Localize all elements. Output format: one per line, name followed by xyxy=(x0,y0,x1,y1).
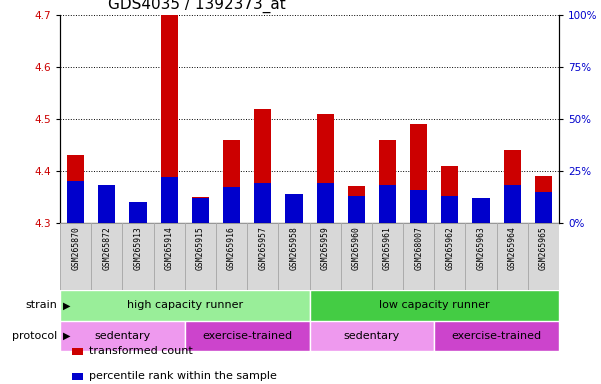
Bar xyxy=(317,114,334,223)
Text: GSM265965: GSM265965 xyxy=(539,226,548,270)
Bar xyxy=(504,150,520,223)
Bar xyxy=(472,198,490,223)
Bar xyxy=(310,290,559,321)
Bar xyxy=(348,186,365,223)
Text: ▶: ▶ xyxy=(63,300,70,310)
Text: percentile rank within the sample: percentile rank within the sample xyxy=(89,371,277,381)
Bar xyxy=(528,223,559,290)
Bar xyxy=(535,192,552,223)
Text: exercise-trained: exercise-trained xyxy=(451,331,542,341)
Text: GSM265958: GSM265958 xyxy=(290,226,299,270)
Bar xyxy=(254,109,271,223)
Text: GSM265961: GSM265961 xyxy=(383,226,392,270)
Text: GSM265963: GSM265963 xyxy=(477,226,486,270)
Bar xyxy=(247,223,278,290)
Bar xyxy=(410,190,427,223)
Bar xyxy=(60,321,185,351)
Bar xyxy=(160,177,178,223)
Bar xyxy=(216,223,247,290)
Bar xyxy=(441,196,459,223)
Text: exercise-trained: exercise-trained xyxy=(202,331,292,341)
Bar xyxy=(372,223,403,290)
Bar xyxy=(185,223,216,290)
Bar xyxy=(379,185,396,223)
Bar xyxy=(60,290,310,321)
Bar xyxy=(434,223,465,290)
Text: GSM265870: GSM265870 xyxy=(71,226,80,270)
Text: low capacity runner: low capacity runner xyxy=(379,300,490,310)
Bar xyxy=(129,212,147,223)
Bar xyxy=(496,223,528,290)
Bar xyxy=(441,166,459,223)
Text: sedentary: sedentary xyxy=(344,331,400,341)
Text: GSM265957: GSM265957 xyxy=(258,226,267,270)
Bar xyxy=(348,196,365,223)
Text: GSM265872: GSM265872 xyxy=(102,226,111,270)
Bar xyxy=(192,198,209,223)
Bar xyxy=(435,321,559,351)
Bar xyxy=(310,321,435,351)
Bar xyxy=(403,223,434,290)
Bar xyxy=(254,183,271,223)
Bar xyxy=(129,202,147,223)
Bar xyxy=(67,181,84,223)
Bar xyxy=(123,223,154,290)
Bar xyxy=(160,15,178,223)
Bar xyxy=(535,176,552,223)
Bar xyxy=(60,223,91,290)
Text: GSM265959: GSM265959 xyxy=(320,226,329,270)
Bar xyxy=(192,197,209,223)
Text: GSM265915: GSM265915 xyxy=(196,226,205,270)
Text: GSM265913: GSM265913 xyxy=(133,226,142,270)
Bar xyxy=(472,202,490,223)
Text: protocol: protocol xyxy=(12,331,57,341)
Bar xyxy=(317,183,334,223)
Bar xyxy=(504,185,520,223)
Bar xyxy=(223,140,240,223)
Bar xyxy=(91,223,123,290)
Bar xyxy=(379,140,396,223)
Text: GDS4035 / 1392373_at: GDS4035 / 1392373_at xyxy=(108,0,286,13)
Bar xyxy=(285,197,302,223)
Bar xyxy=(185,321,310,351)
Text: transformed count: transformed count xyxy=(89,346,193,356)
Text: GSM265960: GSM265960 xyxy=(352,226,361,270)
Bar xyxy=(154,223,185,290)
Bar xyxy=(285,194,302,223)
Text: GSM265964: GSM265964 xyxy=(508,226,517,270)
Text: GSM265962: GSM265962 xyxy=(445,226,454,270)
Bar xyxy=(310,223,341,290)
Text: GSM268007: GSM268007 xyxy=(414,226,423,270)
Bar xyxy=(341,223,372,290)
Bar xyxy=(410,124,427,223)
Bar xyxy=(99,186,115,223)
Bar xyxy=(278,223,310,290)
Text: strain: strain xyxy=(25,300,57,310)
Text: GSM265914: GSM265914 xyxy=(165,226,174,270)
Text: GSM265916: GSM265916 xyxy=(227,226,236,270)
Text: ▶: ▶ xyxy=(63,331,70,341)
Bar xyxy=(67,155,84,223)
Bar xyxy=(223,187,240,223)
Bar xyxy=(465,223,496,290)
Text: sedentary: sedentary xyxy=(94,331,151,341)
Bar xyxy=(99,185,115,223)
Text: high capacity runner: high capacity runner xyxy=(127,300,243,310)
